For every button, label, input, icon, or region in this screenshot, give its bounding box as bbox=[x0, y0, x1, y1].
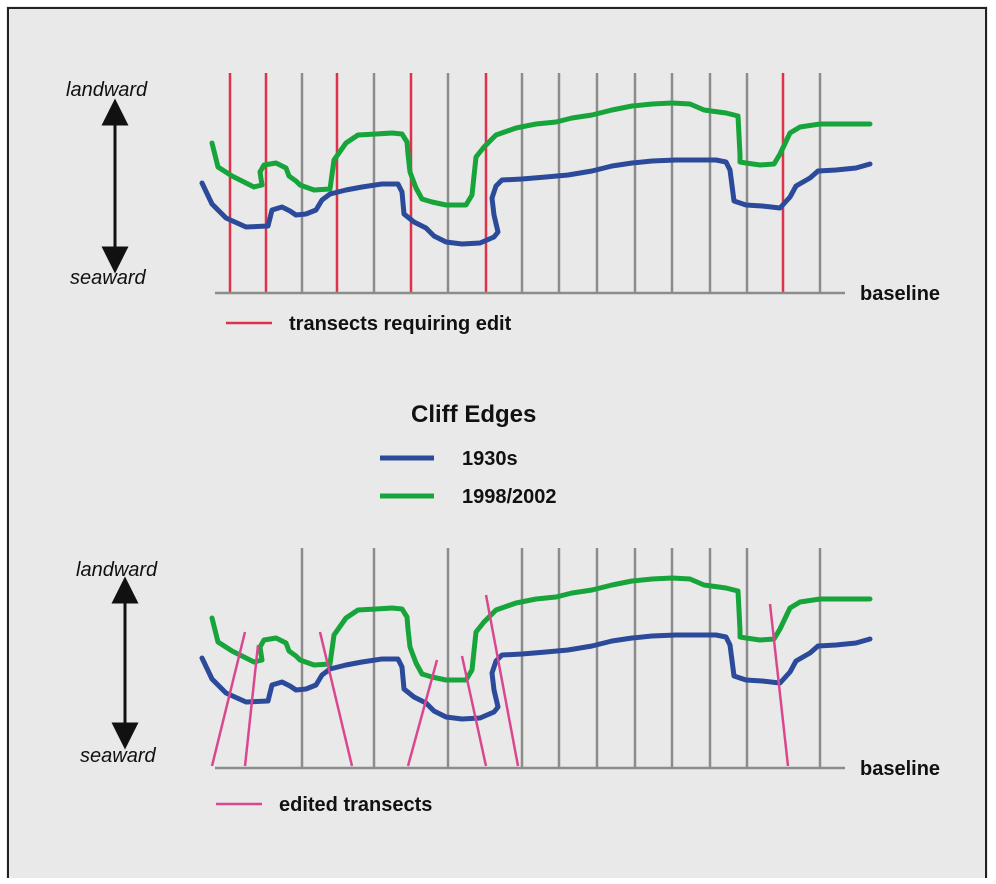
legend-label-1930s: 1930s bbox=[462, 448, 518, 470]
edited-transect bbox=[243, 644, 260, 767]
bottom-transects bbox=[300, 548, 822, 768]
legend-title: Cliff Edges bbox=[411, 401, 536, 428]
diagram-background bbox=[6, 6, 988, 878]
bottom-landward-label: landward bbox=[76, 559, 158, 581]
edited-transect bbox=[210, 631, 247, 767]
edited-transect bbox=[460, 655, 488, 767]
top-baseline-label: baseline bbox=[860, 283, 940, 305]
top-panel: baseline landward seaward transects requ… bbox=[66, 73, 940, 335]
top-landward-label: landward bbox=[66, 79, 148, 101]
legend-label-1998-2002: 1998/2002 bbox=[462, 486, 557, 508]
bottom-seaward-label: seaward bbox=[80, 745, 156, 767]
top-legend-label: transects requiring edit bbox=[289, 313, 512, 335]
edited-transect bbox=[768, 603, 790, 767]
top-transects-requiring-edit bbox=[228, 73, 785, 293]
bottom-cliff-edge-1930s bbox=[199, 632, 873, 722]
cliff-edges-legend: Cliff Edges 1930s 1998/2002 bbox=[380, 401, 557, 508]
top-cliff-edge-1930s bbox=[199, 157, 873, 247]
diagram-border bbox=[7, 7, 987, 878]
top-cliff-edge-1998-2002 bbox=[209, 100, 873, 208]
edited-transect bbox=[318, 631, 354, 767]
bottom-legend-label: edited transects bbox=[279, 794, 432, 816]
top-seaward-label: seaward bbox=[70, 267, 146, 289]
bottom-baseline-label: baseline bbox=[860, 758, 940, 780]
bottom-edited-transects bbox=[210, 594, 790, 767]
bottom-panel: baseline landward seaward edited transec… bbox=[76, 548, 940, 816]
bottom-cliff-edge-1998-2002 bbox=[209, 575, 873, 683]
edited-transect bbox=[484, 594, 520, 767]
edited-transect bbox=[406, 659, 439, 767]
